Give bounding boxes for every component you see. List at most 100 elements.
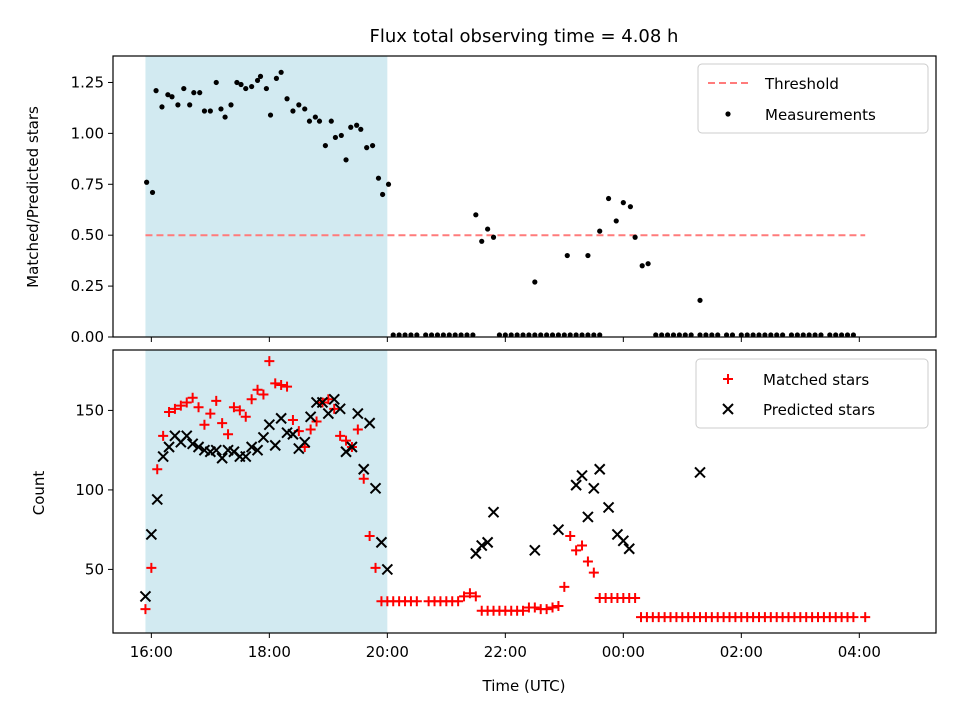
- measurement-point: [780, 332, 786, 337]
- measurement-point: [762, 332, 768, 337]
- matched-star-point: [577, 540, 588, 551]
- measurement-point: [228, 102, 234, 108]
- measurement-point: [201, 108, 208, 114]
- measurement-point: [833, 332, 839, 337]
- measurement-point: [564, 252, 570, 259]
- matched-star-point: [470, 591, 481, 602]
- measurement-point: [613, 218, 619, 224]
- top-y-axis-label: Matched/Predicted stars: [24, 106, 42, 288]
- measurement-point: [844, 332, 851, 337]
- predicted-star-point: [594, 463, 606, 475]
- matched-star-point: [553, 600, 564, 611]
- bottom-series-1: [139, 393, 706, 603]
- matched-star-point: [175, 400, 186, 411]
- matched-star-point: [282, 381, 293, 392]
- measurement-point: [788, 332, 795, 337]
- measurement-point: [818, 332, 824, 337]
- top-y-tick-label: 1.00: [71, 124, 104, 142]
- measurement-point: [257, 73, 264, 79]
- matched-star-point: [588, 567, 599, 578]
- legend-measurements-swatch: [725, 111, 731, 117]
- measurement-point: [812, 332, 818, 337]
- measurement-point: [729, 332, 736, 337]
- measurement-point: [328, 118, 334, 124]
- measurement-point: [348, 124, 354, 130]
- top-plot-area: [144, 56, 866, 337]
- measurement-point: [794, 332, 800, 337]
- measurement-point: [144, 179, 150, 185]
- top-y-tick-label: 0.25: [71, 277, 104, 295]
- x-axis-label: Time (UTC): [482, 677, 566, 695]
- bottom-x-tick-label: 04:00: [838, 643, 881, 661]
- top-series-2: [390, 332, 857, 337]
- matched-star-point: [305, 424, 316, 435]
- measurement-point: [591, 332, 597, 337]
- predicted-star-point: [210, 444, 222, 456]
- predicted-star-point: [328, 393, 340, 405]
- predicted-star-point: [157, 450, 169, 463]
- measurement-point: [555, 332, 562, 337]
- matched-star-point: [276, 379, 287, 390]
- measurement-point: [544, 332, 550, 337]
- measurement-point: [207, 108, 213, 114]
- predicted-star-point: [623, 543, 635, 555]
- matched-star-point: [211, 395, 222, 406]
- measurement-point: [191, 90, 197, 96]
- measurement-point: [343, 157, 349, 163]
- measurement-point: [213, 79, 219, 86]
- bottom-x-tick-label: 18:00: [248, 643, 291, 661]
- matched-star-point: [187, 392, 198, 403]
- matched-star-point: [234, 405, 245, 416]
- measurement-point: [423, 332, 429, 337]
- matched-star-point: [217, 418, 228, 429]
- predicted-star-point: [470, 547, 482, 560]
- measurement-point: [273, 75, 280, 81]
- measurement-point: [645, 261, 651, 267]
- measurement-point: [597, 228, 603, 234]
- measurement-point: [375, 175, 382, 181]
- measurement-point: [385, 181, 392, 187]
- predicted-star-point: [576, 469, 588, 482]
- predicted-star-point: [299, 436, 311, 448]
- top-y-tick-label: 1.25: [71, 73, 104, 91]
- matched-star-point: [152, 464, 163, 475]
- matched-star-point: [860, 612, 871, 623]
- predicted-star-point: [181, 430, 193, 442]
- matched-star-point: [252, 384, 263, 395]
- measurement-point: [380, 191, 386, 198]
- legend-predicted-label: Predicted stars: [763, 401, 875, 419]
- measurement-point: [627, 204, 633, 210]
- measurement-point: [414, 332, 420, 337]
- measurement-point: [402, 332, 408, 337]
- predicted-star-point: [257, 431, 270, 444]
- measurement-point: [354, 122, 360, 128]
- top-axes-frame: [112, 55, 937, 338]
- top-y-tick-label: 0.00: [71, 328, 104, 346]
- matched-star-point: [518, 605, 529, 616]
- measurement-point: [369, 142, 376, 149]
- bottom-panel: 50 100 150 16:00 18:00 20:00 22:00 00:00 02:00 04…: [75, 349, 937, 661]
- measurement-point: [715, 332, 721, 337]
- matched-star-point: [453, 596, 464, 607]
- matched-star-point: [329, 403, 340, 414]
- bottom-shaded-span: [145, 350, 388, 633]
- measurement-point: [440, 332, 446, 337]
- predicted-star-point: [476, 539, 488, 552]
- measurement-point: [181, 85, 187, 92]
- measurement-point: [249, 83, 255, 90]
- measurement-point: [585, 252, 591, 259]
- matched-star-point: [848, 612, 859, 623]
- predicted-star-point: [216, 452, 228, 464]
- measurement-point: [567, 332, 573, 337]
- bottom-legend: Matched stars Predicted stars: [695, 358, 929, 429]
- top-panel: 0.00 0.25 0.50 0.75 1.00 1.25 Threshold Measure…: [71, 55, 937, 346]
- bottom-y-axis-label: Count: [30, 471, 48, 516]
- measurement-point: [676, 332, 682, 337]
- measurement-point: [532, 332, 538, 337]
- measurement-point: [434, 332, 441, 337]
- measurement-point: [364, 145, 370, 151]
- predicted-star-point: [346, 441, 358, 453]
- matched-star-point: [164, 407, 175, 418]
- legend-matched-swatch: [723, 374, 733, 384]
